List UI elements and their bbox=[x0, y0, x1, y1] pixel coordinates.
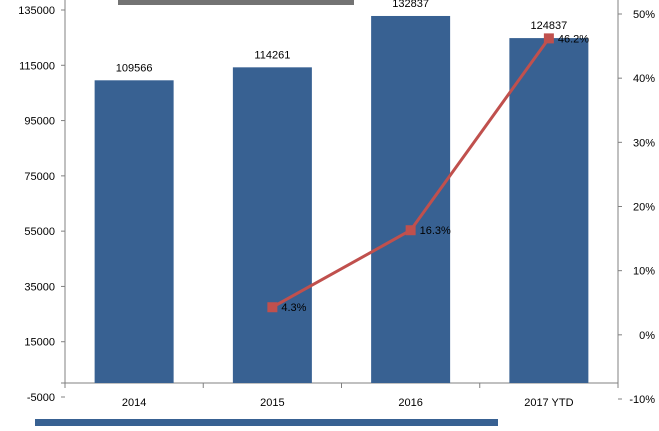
bar bbox=[371, 15, 451, 383]
left-axis-tick-label: 95000 bbox=[24, 116, 55, 128]
left-axis-tick-label: 135000 bbox=[18, 5, 55, 17]
chart-legend bbox=[35, 419, 498, 426]
line-marker bbox=[267, 302, 278, 313]
line-data-label: 46.2% bbox=[558, 33, 589, 45]
left-axis-tick-label: -5000 bbox=[27, 392, 55, 404]
line-data-label: 4.3% bbox=[281, 302, 306, 314]
line-data-label: 16.3% bbox=[420, 225, 451, 237]
bar-data-label: 109566 bbox=[116, 62, 153, 74]
legend-swatch bbox=[35, 419, 498, 426]
data-labels: 109566 114261 132837 124837 4.3% 16.3% 46.2% bbox=[116, 0, 590, 314]
bar bbox=[232, 67, 312, 383]
category-label: 2015 bbox=[260, 397, 284, 409]
line-series bbox=[267, 33, 554, 313]
right-axis-tick-label: -10% bbox=[629, 394, 655, 406]
left-axis-tick-label: 115000 bbox=[19, 60, 55, 72]
left-axis-tick-label: 75000 bbox=[24, 171, 55, 183]
bar-data-label: 132837 bbox=[392, 0, 429, 10]
left-axis-tick-label: 15000 bbox=[24, 337, 55, 349]
category-label: 2017 YTD bbox=[524, 397, 573, 409]
line-marker bbox=[405, 225, 416, 236]
title-ink-fragment bbox=[118, 0, 354, 5]
category-label: 2014 bbox=[122, 397, 146, 409]
category-label: 2016 bbox=[398, 397, 422, 409]
left-axis-tick-label: 35000 bbox=[24, 281, 55, 293]
bar bbox=[94, 80, 174, 384]
bar-data-label: 124837 bbox=[531, 20, 568, 32]
right-axis-tick-label: 30% bbox=[633, 137, 655, 149]
right-axis-tick-label: 20% bbox=[633, 202, 655, 214]
left-axis-tick-label: 55000 bbox=[24, 226, 55, 238]
right-axis-tick-label: 40% bbox=[633, 73, 655, 85]
bar bbox=[509, 38, 589, 383]
line-marker bbox=[543, 33, 554, 44]
bar-series bbox=[94, 15, 589, 384]
chart-title-area bbox=[118, 0, 354, 5]
right-axis-tick-label: 10% bbox=[633, 266, 655, 278]
right-axis-tick-label: 50% bbox=[633, 9, 655, 21]
right-axis-tick-label: 0% bbox=[639, 330, 655, 342]
bar-data-label: 114261 bbox=[254, 49, 290, 61]
